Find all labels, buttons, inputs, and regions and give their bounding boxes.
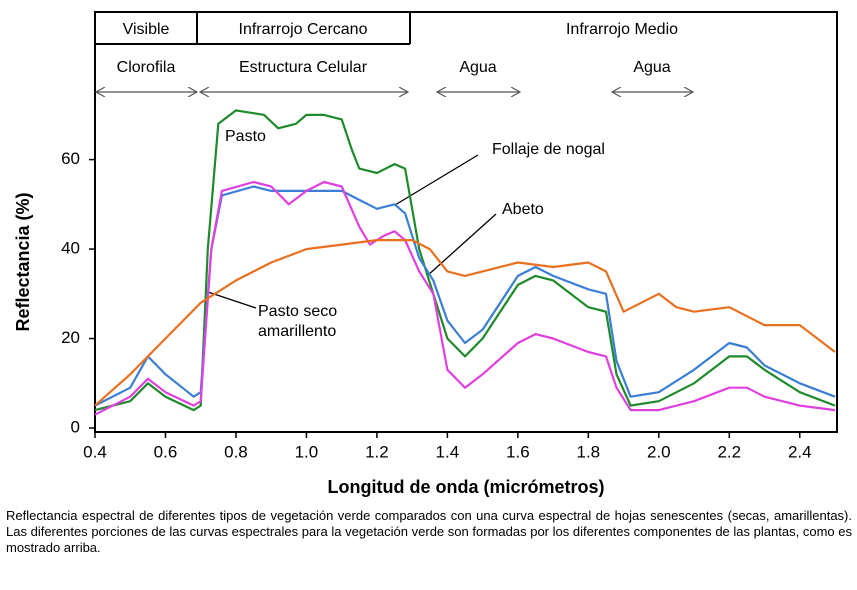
- component-label: Agua: [459, 59, 496, 76]
- y-axis-label: Reflectancia (%): [13, 192, 33, 331]
- x-tick-label: 0.4: [83, 442, 107, 461]
- y-tick-label: 40: [61, 239, 80, 258]
- series-label-box: Pasto seco amarillento: [258, 303, 338, 340]
- chart: Visible Infrarrojo Cercano Infrarrojo Me…: [13, 11, 838, 497]
- x-tick-label: 2.0: [647, 442, 671, 461]
- x-tick-label: 1.4: [436, 442, 460, 461]
- y-tick-label: 60: [61, 149, 80, 168]
- y-tick-label: 0: [71, 417, 80, 436]
- x-tick-label: 1.0: [295, 442, 319, 461]
- x-tick-label: 0.8: [224, 442, 248, 461]
- leader-line: [426, 213, 497, 277]
- x-axis-label: Longitud de onda (micrómetros): [328, 477, 605, 497]
- region-label: Infrarrojo Cercano: [239, 21, 368, 38]
- y-tick-label: 20: [61, 328, 80, 347]
- region-label: Visible: [123, 21, 170, 38]
- x-tick-label: 1.8: [577, 442, 601, 461]
- component-label: Agua: [633, 59, 670, 76]
- x-tick-label: 2.2: [717, 442, 741, 461]
- leader-lines: [204, 154, 497, 309]
- region-label: Infrarrojo Medio: [566, 21, 678, 38]
- x-tick-label: 1.2: [365, 442, 389, 461]
- component-label: Clorofila: [117, 59, 176, 76]
- series-line: [94, 239, 836, 407]
- leader-line: [204, 290, 257, 309]
- caption: Reflectancia espectral de diferentes tip…: [6, 508, 852, 555]
- series-label: Abeto: [502, 201, 544, 218]
- x-tick-label: 1.6: [506, 442, 530, 461]
- series-label: Follaje de nogal: [492, 141, 605, 158]
- component-label: Estructura Celular: [239, 59, 368, 76]
- x-tick-label: 2.4: [788, 442, 812, 461]
- plot-frame: [94, 11, 838, 433]
- series-line: [94, 180, 836, 416]
- series-line: [94, 109, 836, 412]
- x-tick-label: 0.6: [154, 442, 178, 461]
- series-label: Pasto: [225, 128, 266, 145]
- leader-line: [394, 154, 479, 206]
- series-label: Pasto seco amarillento: [258, 303, 338, 340]
